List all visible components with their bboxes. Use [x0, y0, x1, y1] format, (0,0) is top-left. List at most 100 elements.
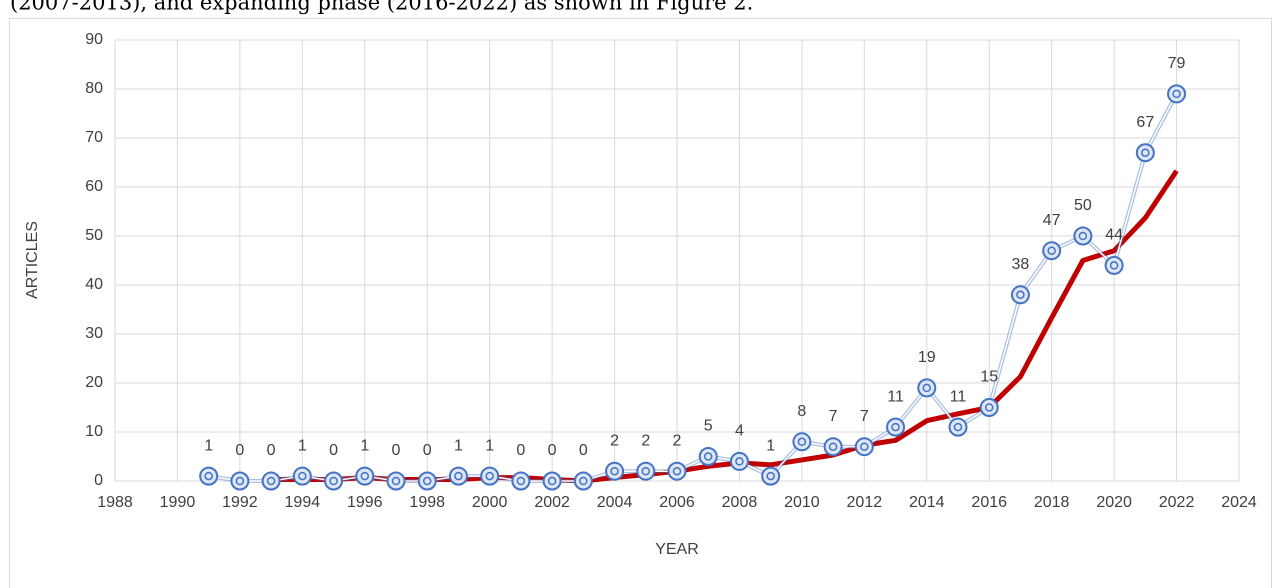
plot: 1 0 0 1 0 1 0 0 1 1 0 0 02 2 25 418 7 7111911153847504467…	[199, 55, 1187, 491]
marker-core	[672, 466, 682, 476]
data-label: 0	[548, 442, 557, 459]
marker-core	[1078, 231, 1088, 241]
data-label: 15	[980, 369, 998, 386]
data-label: 0	[579, 442, 588, 459]
marker-core	[922, 383, 932, 393]
marker	[667, 461, 687, 481]
marker	[948, 417, 968, 437]
x-tick-label: 2016	[971, 494, 1007, 511]
marker-core	[579, 476, 588, 486]
marker	[698, 447, 718, 466]
data-label: 19	[918, 349, 936, 366]
y-tick-label: 10	[85, 423, 103, 440]
x-tick-label: 1998	[409, 494, 445, 511]
x-tick-label: 2004	[597, 494, 633, 511]
y-tick-label: 80	[85, 80, 103, 97]
marker-core	[860, 442, 869, 451]
y-tick-label: 70	[85, 129, 103, 146]
marker-core	[454, 471, 463, 481]
marker-core	[984, 403, 994, 412]
x-tick-label: 2012	[847, 494, 883, 511]
data-label: 11	[950, 388, 967, 405]
marker	[511, 471, 531, 491]
data-label: 1	[766, 437, 775, 454]
marker-core	[360, 471, 370, 481]
marker-core	[266, 476, 276, 486]
marker	[324, 471, 344, 491]
data-label: 1	[454, 437, 463, 454]
y-tick-label: 40	[85, 276, 103, 293]
x-axis-label: YEAR	[655, 541, 699, 558]
marker	[823, 437, 843, 457]
marker	[480, 466, 500, 486]
data-label: 2	[641, 432, 650, 449]
data-label: 11	[887, 388, 904, 405]
marker	[1073, 226, 1093, 246]
x-tick-label: 2014	[909, 494, 945, 511]
marker	[1135, 143, 1155, 163]
data-label: 0	[516, 442, 525, 459]
data-label: 1	[360, 437, 369, 454]
marker-core	[1141, 148, 1150, 157]
data-label: 0	[392, 442, 401, 459]
y-tick-label: 60	[85, 178, 103, 195]
trend-line	[271, 169, 1179, 484]
data-label: 4	[735, 423, 744, 440]
marker	[261, 471, 281, 491]
data-label: 5	[704, 418, 713, 435]
x-tick-label: 2022	[1159, 494, 1195, 511]
data-label: 38	[1012, 256, 1030, 273]
y-tick-label: 30	[85, 325, 103, 342]
x-tick-label: 1988	[97, 494, 133, 511]
marker	[1010, 285, 1030, 305]
data-label: 1	[485, 437, 494, 454]
marker-core	[516, 476, 526, 486]
data-label: 8	[797, 403, 806, 420]
caption: (2007-2013), and expanding phase (2016-2…	[10, 0, 753, 15]
marker-core	[610, 466, 619, 476]
marker-core	[828, 442, 838, 451]
marker-core	[204, 471, 213, 481]
y-tick-label: 50	[85, 227, 103, 244]
data-label: 0	[329, 442, 338, 459]
marker	[1042, 241, 1062, 261]
marker	[1104, 255, 1124, 275]
marker-core	[641, 466, 651, 476]
x-tick-label: 1996	[347, 494, 383, 511]
marker	[979, 398, 999, 417]
data-label: 2	[610, 432, 619, 449]
marker	[417, 471, 437, 491]
y-tick-label: 0	[94, 472, 103, 489]
y-axis-label: ARTICLES	[24, 221, 41, 299]
data-label: 0	[267, 442, 276, 459]
data-label: 1	[204, 437, 213, 454]
marker-core	[485, 471, 494, 481]
series-line	[208, 93, 1178, 482]
x-tick-label: 1994	[285, 494, 321, 511]
marker	[355, 466, 375, 486]
y-tick-label: 90	[85, 31, 103, 48]
marker	[854, 437, 874, 457]
data-label: 79	[1168, 55, 1186, 72]
data-label: 50	[1074, 197, 1092, 214]
data-label: 7	[860, 408, 869, 425]
x-tick-label: 2020	[1096, 494, 1132, 511]
chart-border	[9, 18, 1272, 588]
x-tick-label: 1990	[160, 494, 196, 511]
data-label: 1	[298, 437, 307, 454]
marker-core	[547, 476, 557, 486]
data-label: 0	[423, 442, 432, 459]
x-tick-label: 2018	[1034, 494, 1070, 511]
marker	[761, 466, 781, 486]
y-tick-label: 20	[85, 374, 103, 391]
data-label: 0	[235, 442, 244, 459]
marker-core	[329, 476, 338, 486]
marker	[729, 451, 749, 471]
series-line-halo	[208, 92, 1179, 484]
data-label: 67	[1136, 114, 1154, 131]
marker	[636, 461, 656, 481]
marker-core	[235, 476, 245, 486]
marker	[917, 378, 937, 398]
